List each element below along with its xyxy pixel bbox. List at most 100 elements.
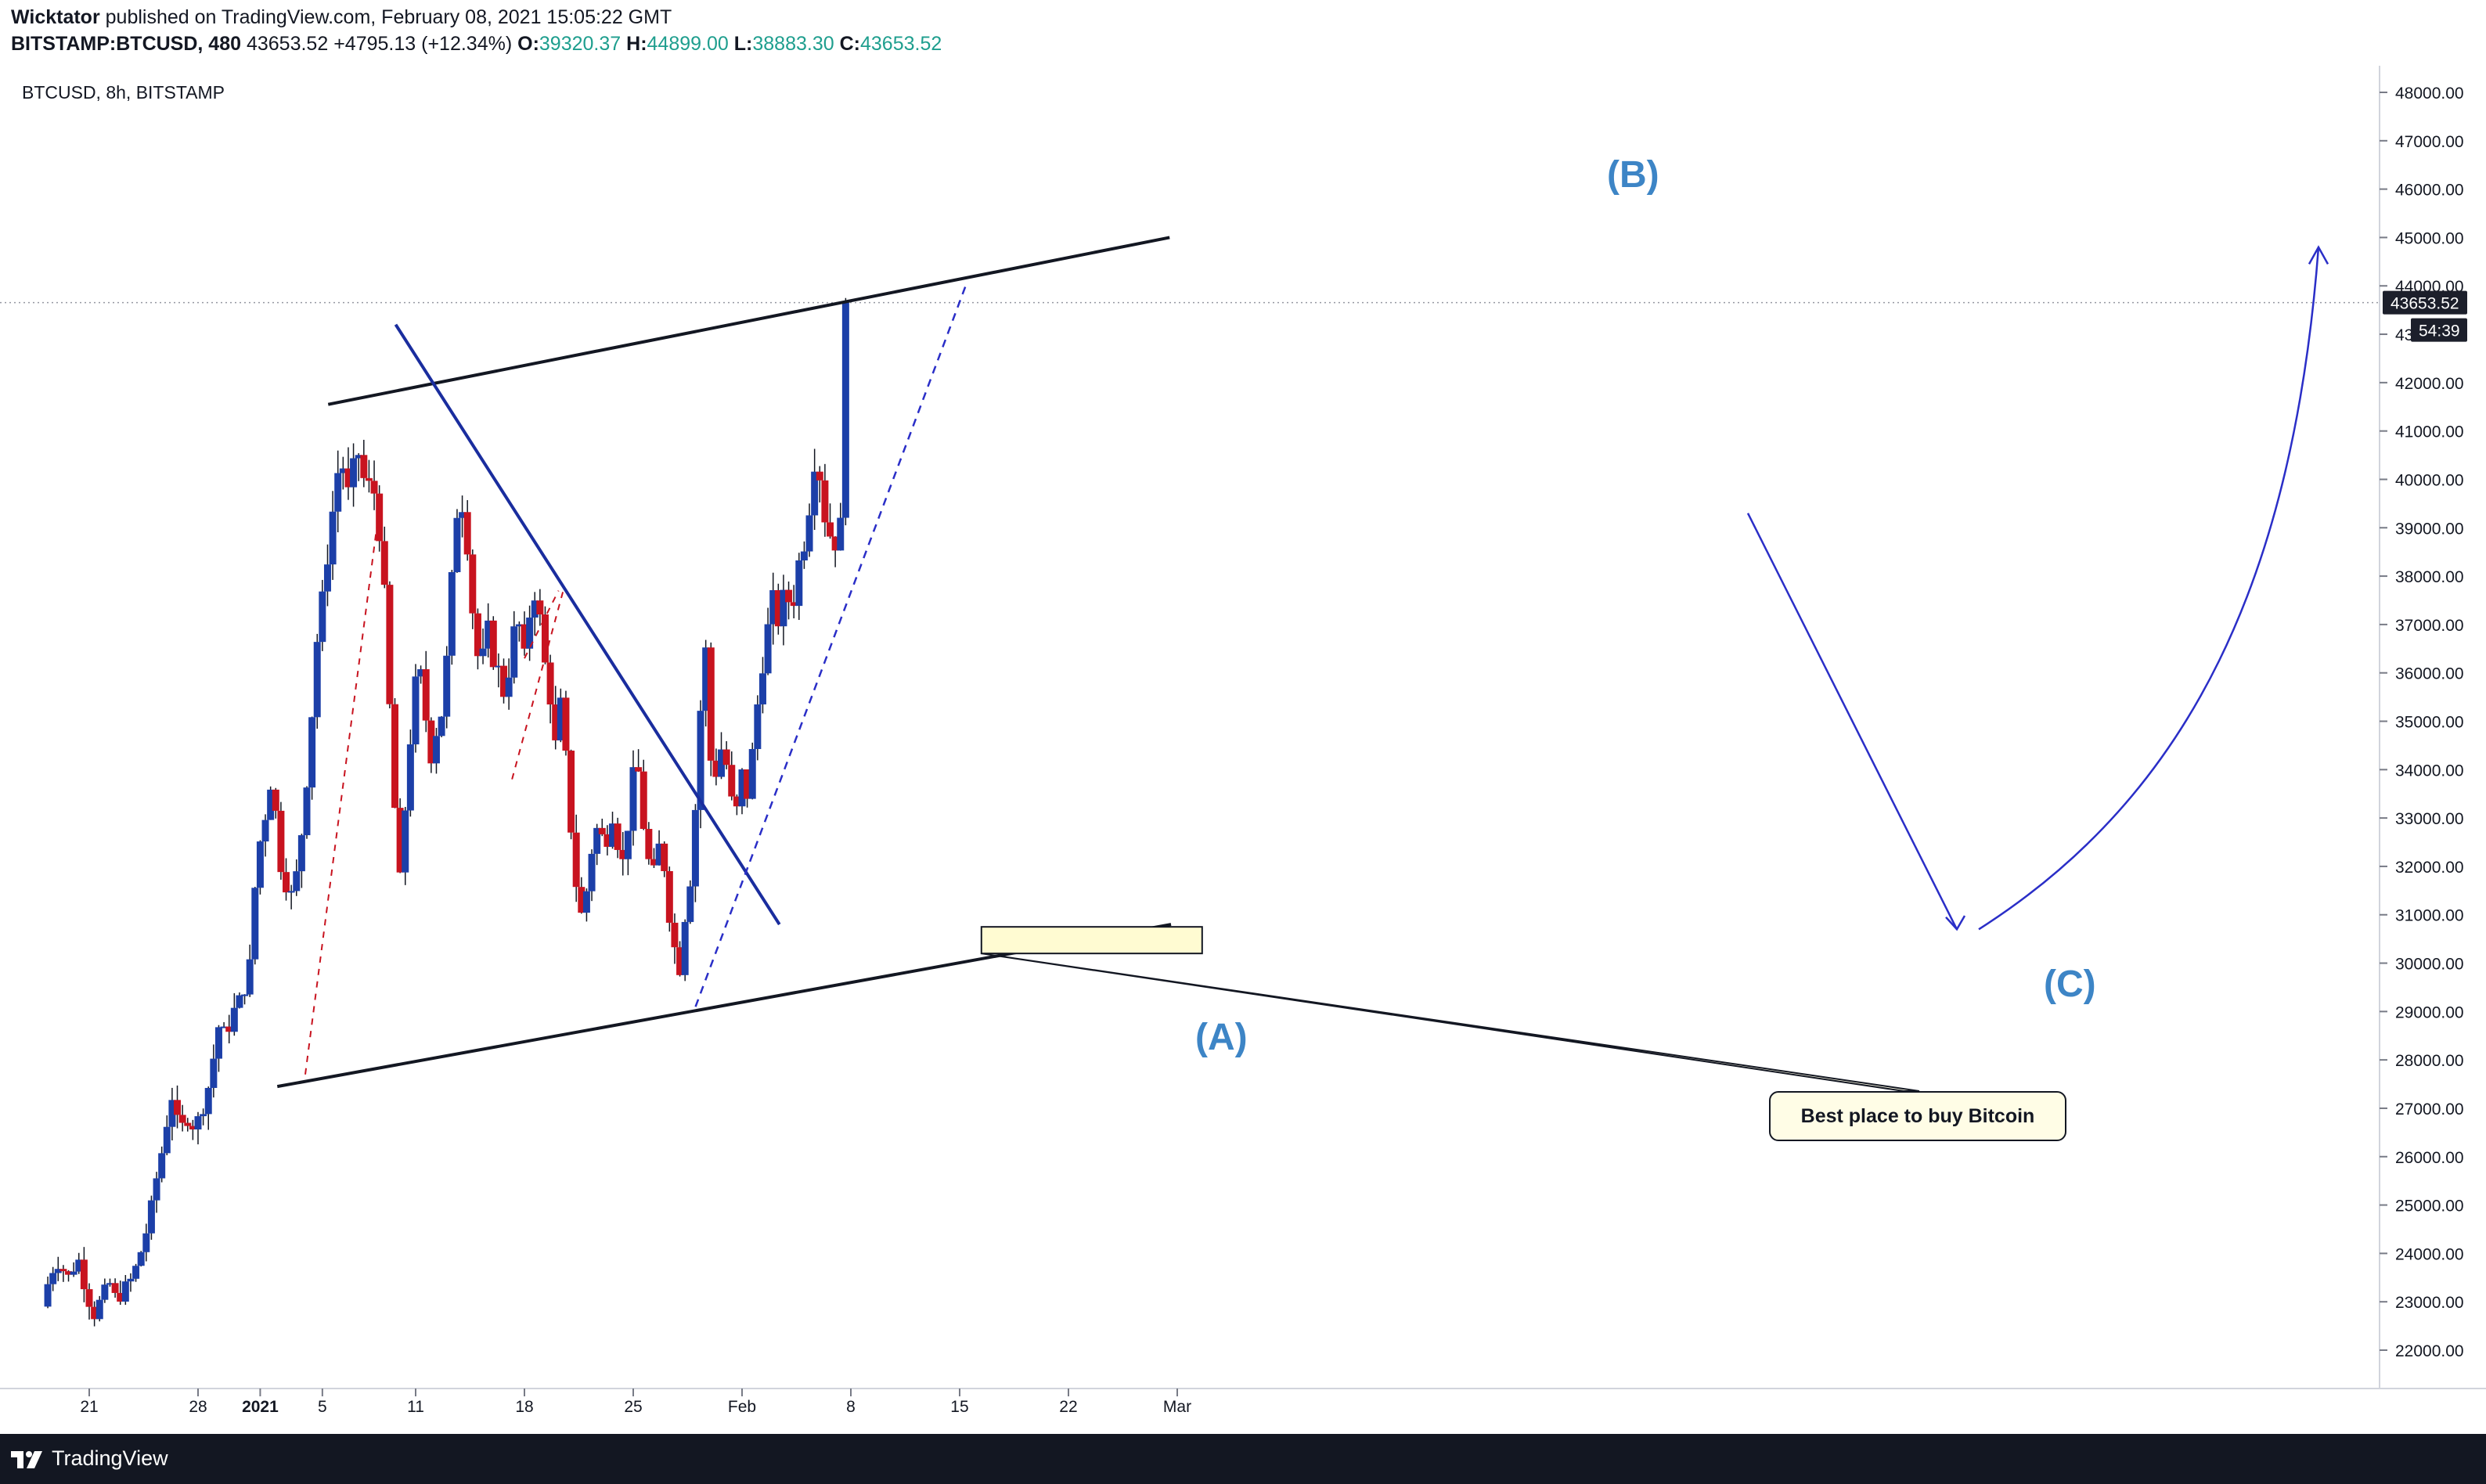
ohlc-info: BITSTAMP:BTCUSD, 480 43653.52 +4795.13 (… <box>11 33 942 56</box>
candle-up <box>655 843 663 866</box>
candle-down <box>386 585 394 704</box>
close-label: C: <box>839 33 860 55</box>
candle-down <box>189 1126 196 1130</box>
candle-down <box>712 760 720 777</box>
candle-down <box>65 1271 73 1275</box>
candle-up <box>515 624 523 627</box>
candle-up <box>697 711 704 810</box>
y-tick-label: 38000.00 <box>2395 568 2464 586</box>
candles-group <box>44 297 849 1327</box>
candle-up <box>147 1200 155 1234</box>
candlestick-chart[interactable]: BTCUSD, 8h, BITSTAMP 22000.00 23000.00 2400… <box>0 66 2486 1443</box>
candle-up <box>323 564 331 592</box>
candle-up <box>841 302 849 518</box>
candle-up <box>163 1126 171 1154</box>
author-name[interactable]: Wicktator <box>11 6 100 28</box>
candle-down <box>536 600 544 615</box>
candle-down <box>661 843 668 871</box>
candle-down <box>671 922 679 948</box>
candle-up <box>582 891 590 913</box>
candle-down <box>603 834 611 847</box>
x-tick-label: 2021 <box>242 1398 279 1416</box>
candle-down <box>344 468 352 488</box>
candle-up <box>505 677 513 697</box>
dashed-red-line-1[interactable] <box>304 528 378 1075</box>
candle-down <box>463 512 471 555</box>
price-axis-bg[interactable] <box>2380 66 2486 1443</box>
candle-up <box>479 648 487 657</box>
open-value: 39320.37 <box>539 33 622 55</box>
candle-down <box>360 455 368 478</box>
candle-down <box>790 602 798 607</box>
countdown-tag: 54:39 <box>2411 318 2467 342</box>
y-tick-label: 27000.00 <box>2395 1100 2464 1118</box>
candle-up <box>702 647 710 711</box>
buy-zone-rect[interactable] <box>980 926 1203 955</box>
candle-down <box>707 647 715 761</box>
candle-down <box>178 1115 186 1123</box>
upper-trendline[interactable] <box>327 236 1170 406</box>
x-tick-label: 8 <box>846 1398 856 1416</box>
candle-up <box>448 572 456 656</box>
candle-down <box>422 669 430 721</box>
y-tick-label: 39000.00 <box>2395 520 2464 538</box>
candle-down <box>184 1122 192 1126</box>
y-tick-label: 45000.00 <box>2395 229 2464 247</box>
y-tick-label: 47000.00 <box>2395 133 2464 151</box>
chart-area[interactable]: BTCUSD, 8h, BITSTAMP 22000.00 23000.00 2400… <box>0 66 2486 1443</box>
y-tick-label: 26000.00 <box>2395 1149 2464 1167</box>
candle-up <box>686 886 694 922</box>
candle-down <box>427 720 435 764</box>
candle-up <box>54 1269 62 1273</box>
candle-up <box>795 560 803 607</box>
candle-down <box>614 823 622 850</box>
y-tick-label: 40000.00 <box>2395 471 2464 489</box>
dashed-red-line-3[interactable] <box>524 590 560 659</box>
candle-up <box>609 823 617 847</box>
candle-up <box>95 1299 103 1320</box>
y-tick-label: 41000.00 <box>2395 423 2464 441</box>
candle-up <box>526 618 534 649</box>
close-value: 43653.52 <box>860 33 942 55</box>
candle-down <box>489 620 497 668</box>
candle-down <box>831 536 839 551</box>
candle-up <box>204 1087 212 1115</box>
down-projection-arrow[interactable] <box>1746 513 1958 930</box>
candle-up <box>769 590 777 625</box>
tradingview-logo-icon[interactable] <box>9 1443 44 1475</box>
candle-up <box>261 819 269 842</box>
wave-b-label: (B) <box>1607 154 1659 196</box>
candle-up <box>459 512 467 518</box>
candle-up <box>805 515 813 552</box>
dashed-red-line-2[interactable] <box>511 590 564 780</box>
candle-down <box>391 704 399 809</box>
candle-down <box>277 810 285 873</box>
candle-up <box>220 1026 228 1028</box>
candle-up <box>168 1100 176 1127</box>
candle-up <box>339 468 347 474</box>
candle-up <box>329 511 337 565</box>
footer-brand[interactable]: TradingView <box>52 1446 168 1470</box>
candle-up <box>531 600 539 618</box>
candle-down <box>722 749 730 765</box>
candle-up <box>200 1114 207 1117</box>
descending-trendline[interactable] <box>394 323 781 926</box>
candle-up <box>438 716 445 737</box>
candle-down <box>500 665 508 697</box>
candle-up <box>137 1252 145 1266</box>
high-label: H: <box>626 33 647 55</box>
candle-up <box>256 841 264 888</box>
candle-down <box>59 1269 67 1272</box>
buy-zone-callout: Best place to buy Bitcoin <box>1769 1091 2066 1141</box>
candle-up <box>406 744 414 811</box>
dashed-support-line[interactable] <box>694 280 969 1007</box>
x-tick-label: 21 <box>80 1398 98 1416</box>
candle-up <box>443 655 451 717</box>
up-projection-arrow[interactable] <box>1978 247 2320 931</box>
y-tick-label: 28000.00 <box>2395 1052 2464 1070</box>
candle-down <box>80 1259 88 1290</box>
down-arrowhead-icon <box>1945 915 1966 931</box>
y-tick-label: 35000.00 <box>2395 714 2464 732</box>
candle-up <box>236 995 243 1008</box>
candle-up <box>495 665 503 668</box>
